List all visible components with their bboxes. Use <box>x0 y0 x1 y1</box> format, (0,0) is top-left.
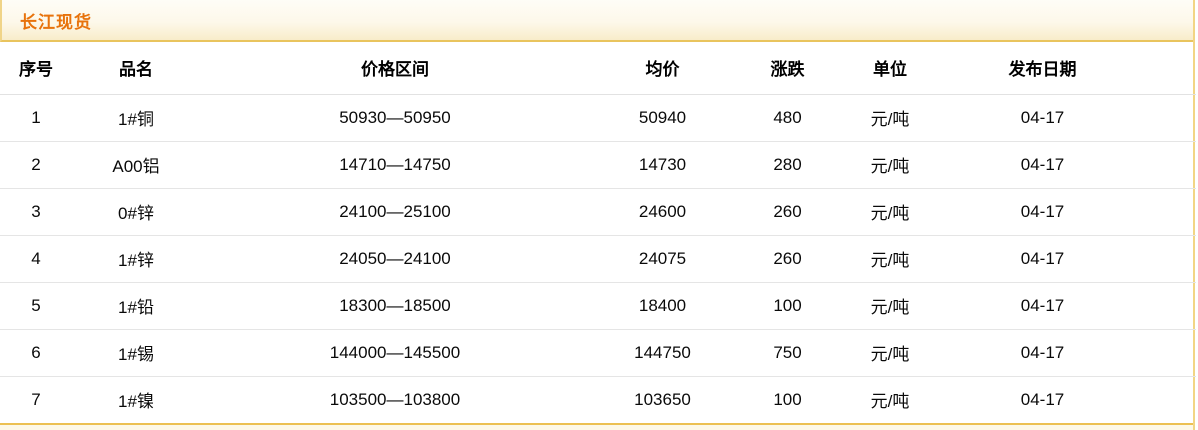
table-row: 6 1#锡 144000—145500 144750 750 元/吨 04-17 <box>0 329 1196 377</box>
col-header-avg: 均价 <box>590 42 735 95</box>
cell-seq: 2 <box>0 141 72 189</box>
cell-unit: 元/吨 <box>840 329 940 377</box>
cell-product: 1#铜 <box>72 94 200 142</box>
cell-change: 260 <box>735 188 840 236</box>
cell-seq: 1 <box>0 94 72 142</box>
cell-product: 1#铅 <box>72 282 200 330</box>
cell-avg-price: 103650 <box>634 389 691 409</box>
col-header-filler <box>1145 42 1196 95</box>
cell-avg-price: 144750 <box>590 329 735 377</box>
cell-filler <box>1145 376 1196 423</box>
cell-pub-date: 04-17 <box>940 141 1145 189</box>
table-row: 7 1#镍 103500—103800 103650 100 元/吨 04-17 <box>0 376 1196 423</box>
cell-filler <box>1145 282 1196 330</box>
price-table: 序号 品名 价格区间 均价 涨跌 单位 发布日期 1 1#铜 50930—509… <box>0 42 1196 423</box>
col-header-seq: 序号 <box>0 42 72 95</box>
panel-header: 长江现货 <box>0 0 1193 42</box>
cell-price-range: 103500—103800 <box>329 389 461 409</box>
table-row: 2 A00铝 14710—14750 14730 280 元/吨 04-17 <box>0 141 1196 189</box>
cell-pub-date: 04-17 <box>940 329 1145 377</box>
cell-price-range: 50930—50950 <box>200 94 590 142</box>
cell-unit: 元/吨 <box>840 188 940 236</box>
cell-avg-price: 18400 <box>590 282 735 330</box>
cell-unit: 元/吨 <box>840 235 940 283</box>
cell-change: 100 <box>773 389 802 409</box>
cell-seq: 5 <box>0 282 72 330</box>
cell-unit: 元/吨 <box>840 141 940 189</box>
cell-filler <box>1145 329 1196 377</box>
cell-change: 100 <box>735 282 840 330</box>
table-row: 4 1#锌 24050—24100 24075 260 元/吨 04-17 <box>0 235 1196 283</box>
cell-change: 280 <box>735 141 840 189</box>
cell-filler <box>1145 188 1196 236</box>
table-row: 1 1#铜 50930—50950 50940 480 元/吨 04-17 <box>0 94 1196 142</box>
cell-unit: 元/吨 <box>840 94 940 142</box>
cell-product: A00铝 <box>72 141 200 189</box>
cell-seq: 4 <box>0 235 72 283</box>
cell-avg-price: 24075 <box>590 235 735 283</box>
cell-avg-price: 24600 <box>590 188 735 236</box>
table-row: 3 0#锌 24100—25100 24600 260 元/吨 04-17 <box>0 188 1196 236</box>
cell-seq: 6 <box>0 329 72 377</box>
cell-product: 1#锌 <box>72 235 200 283</box>
cell-pub-date: 04-17 <box>940 235 1145 283</box>
col-header-change: 涨跌 <box>735 42 840 95</box>
cell-unit: 元/吨 <box>840 282 940 330</box>
cell-price-range: 24050—24100 <box>200 235 590 283</box>
panel-title: 长江现货 <box>20 12 92 32</box>
cell-change: 750 <box>735 329 840 377</box>
cell-avg-price: 50940 <box>590 94 735 142</box>
cell-seq: 3 <box>0 188 72 236</box>
cell-unit: 元/吨 <box>870 392 910 412</box>
col-header-range: 价格区间 <box>200 42 590 95</box>
cell-pub-date: 04-17 <box>1020 389 1065 409</box>
cell-change: 260 <box>735 235 840 283</box>
cell-avg-price: 14730 <box>590 141 735 189</box>
cell-seq: 7 <box>31 389 41 409</box>
cell-pub-date: 04-17 <box>940 188 1145 236</box>
col-header-unit: 单位 <box>840 42 940 95</box>
table-header-row: 序号 品名 价格区间 均价 涨跌 单位 发布日期 <box>0 42 1196 95</box>
table-row: 5 1#铅 18300—18500 18400 100 元/吨 04-17 <box>0 282 1196 330</box>
cell-pub-date: 04-17 <box>940 94 1145 142</box>
cell-product: 1#锡 <box>72 329 200 377</box>
cell-filler <box>1145 94 1196 142</box>
cell-price-range: 18300—18500 <box>200 282 590 330</box>
col-header-date: 发布日期 <box>940 42 1145 95</box>
panel-bottom-rule <box>0 423 1193 430</box>
cell-change: 480 <box>735 94 840 142</box>
col-header-name: 品名 <box>72 42 200 95</box>
cell-price-range: 24100—25100 <box>200 188 590 236</box>
cell-filler <box>1145 141 1196 189</box>
cell-product: 0#锌 <box>72 188 200 236</box>
cell-price-range: 14710—14750 <box>200 141 590 189</box>
cell-filler <box>1145 235 1196 283</box>
cell-pub-date: 04-17 <box>940 282 1145 330</box>
cell-price-range: 144000—145500 <box>200 329 590 377</box>
cell-product: 1#镍 <box>118 392 154 412</box>
